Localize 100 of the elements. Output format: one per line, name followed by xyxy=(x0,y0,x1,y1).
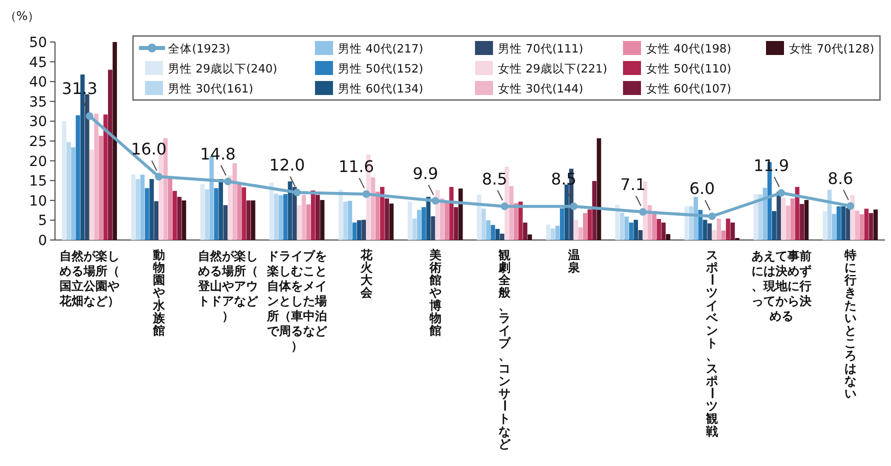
legend-label: 男性 40代(217) xyxy=(338,42,424,56)
bar xyxy=(62,121,66,240)
bar xyxy=(422,207,426,240)
bar xyxy=(652,211,656,240)
bar xyxy=(76,115,80,240)
bar xyxy=(204,189,210,240)
bar xyxy=(620,212,624,240)
bar xyxy=(384,198,390,240)
bar xyxy=(490,224,496,240)
bar xyxy=(306,204,311,240)
bar xyxy=(150,179,154,240)
bar xyxy=(868,213,874,240)
bar xyxy=(426,196,431,240)
bar xyxy=(416,210,422,240)
bar xyxy=(707,223,712,240)
bar xyxy=(873,210,878,240)
x-tick-label: 動物園や水族館 xyxy=(152,248,166,338)
bar xyxy=(302,194,306,240)
point xyxy=(224,178,232,186)
legend-label: 女性 29歳以下(221) xyxy=(498,62,608,76)
x-tick-label: ドライブを楽しむこと自体をメインとした場所（車中泊で周るなど） xyxy=(266,249,328,353)
bar xyxy=(320,200,324,240)
bar xyxy=(408,202,412,240)
bar xyxy=(172,190,177,240)
bar xyxy=(832,214,836,240)
y-tick-label: 10 xyxy=(29,193,47,210)
bar xyxy=(182,200,186,240)
bar xyxy=(131,174,136,240)
bar xyxy=(274,194,278,240)
bar xyxy=(297,205,302,240)
point xyxy=(500,202,508,210)
bar xyxy=(177,196,182,240)
bar xyxy=(500,234,504,240)
point xyxy=(708,212,716,220)
legend-label: 女性 70代(128) xyxy=(789,42,874,56)
point xyxy=(570,202,578,210)
y-tick-label: 25 xyxy=(29,134,47,150)
bar xyxy=(596,138,602,240)
bar xyxy=(412,218,417,240)
point xyxy=(432,196,440,205)
bar xyxy=(860,214,864,240)
bar xyxy=(582,213,588,240)
legend-label: 男性 30代(161) xyxy=(168,82,254,96)
bar xyxy=(634,220,638,240)
bar xyxy=(822,211,828,240)
bar xyxy=(721,230,726,240)
bar xyxy=(689,206,694,240)
bar xyxy=(94,114,99,240)
legend-label: 全体(1923) xyxy=(168,42,230,56)
bar xyxy=(754,194,758,240)
bar xyxy=(486,220,490,240)
bar xyxy=(352,222,357,240)
bar xyxy=(242,187,246,240)
y-tick-label: 5 xyxy=(38,213,47,230)
legend-label: 男性 50代(152) xyxy=(338,62,424,76)
bar xyxy=(168,176,172,240)
x-tick-label: あえて事前には決めず、現地に行ってから決める xyxy=(751,249,812,323)
legend-label: 女性 30代(144) xyxy=(498,82,584,96)
bar xyxy=(389,204,394,240)
bar xyxy=(214,188,218,240)
point xyxy=(154,172,163,180)
bar xyxy=(98,136,104,240)
bar xyxy=(841,206,846,240)
bar xyxy=(694,196,698,240)
bar xyxy=(136,179,140,240)
bar xyxy=(588,210,592,240)
bar xyxy=(140,174,145,240)
bar xyxy=(786,206,790,240)
bar xyxy=(348,200,352,240)
bar xyxy=(648,205,652,240)
legend-label: 男性 70代(111) xyxy=(498,42,584,56)
y-tick-label: 30 xyxy=(29,114,47,130)
bar xyxy=(504,166,509,240)
bar xyxy=(592,180,597,240)
y-tick-label: 45 xyxy=(29,54,47,71)
bar xyxy=(560,208,564,240)
bar xyxy=(509,186,514,240)
data-label: 8.6 xyxy=(828,168,854,188)
bar xyxy=(574,220,578,240)
y-tick-label: 40 xyxy=(29,74,47,91)
bar xyxy=(712,230,716,240)
bar xyxy=(283,194,288,240)
y-axis-title: （%） xyxy=(4,9,40,23)
x-tick-label: 自然が楽しめる場所（国立公園や花畑など） xyxy=(58,249,120,308)
bar xyxy=(855,210,860,240)
bar xyxy=(638,230,643,240)
bar xyxy=(237,182,242,240)
bar xyxy=(380,186,384,240)
data-label: 8.5 xyxy=(482,169,508,188)
legend-label: 男性 29歳以下(240) xyxy=(168,62,278,76)
bar xyxy=(444,202,449,240)
bar xyxy=(624,216,629,240)
data-label: 9.9 xyxy=(412,164,438,183)
bar xyxy=(292,186,297,240)
bar xyxy=(246,200,251,240)
y-tick-label: 15 xyxy=(29,174,47,190)
data-label: 16.0 xyxy=(130,140,167,159)
bar xyxy=(528,234,532,240)
bar xyxy=(154,201,158,240)
bar xyxy=(790,198,795,240)
